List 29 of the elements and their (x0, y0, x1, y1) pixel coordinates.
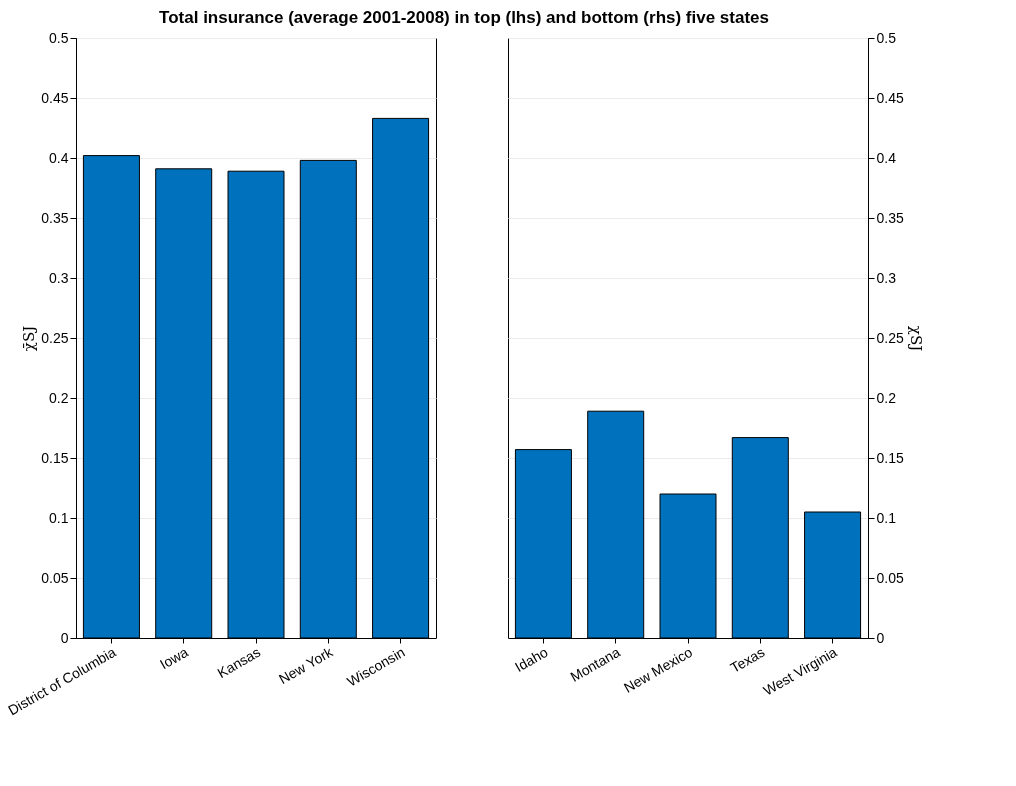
y-tick-label: 0.3 (49, 269, 69, 286)
y2-tick-label: 0.3 (876, 269, 897, 286)
x-tick-label: Texas (727, 643, 768, 676)
y-tick-label: 0.15 (41, 449, 69, 466)
y2-tick-label: 0.05 (876, 569, 904, 586)
y2-axis-title: χSJ (906, 325, 925, 352)
y-tick-label: 0.45 (41, 89, 69, 106)
chart-title: Total insurance (average 2001-2008) in top (lhs) and bottom (rhs) five states (159, 7, 770, 27)
y2-tick-label: 0.4 (876, 149, 897, 166)
y-tick-label: 0.25 (41, 329, 69, 346)
x-tick-label: Idaho (512, 643, 551, 676)
y-tick-label: 0.05 (41, 569, 69, 586)
y2-tick-label: 0.15 (876, 449, 904, 466)
y2-tick-label: 0.25 (876, 329, 904, 346)
x-tick-label: New York (276, 643, 337, 688)
y-tick-label: 0.1 (49, 509, 69, 526)
y2-tick-label: 0.5 (876, 29, 897, 46)
y-tick-label: 0.35 (41, 209, 69, 226)
y-axis-title: χ̄SJ (20, 325, 39, 352)
y-tick-label: 0.4 (49, 149, 69, 166)
y2-tick-label: 0.45 (876, 89, 904, 106)
y2-tick-label: 0.1 (876, 509, 897, 526)
y2-tick-label: 0.2 (876, 389, 897, 406)
y-tick-label: 0 (60, 629, 69, 646)
y2-tick-label: 0.35 (876, 209, 904, 226)
y-tick-label: 0.2 (49, 389, 69, 406)
y2-tick-label: 0 (876, 629, 885, 646)
y-tick-label: 0.5 (49, 29, 69, 46)
x-tick-label: Iowa (157, 643, 191, 673)
